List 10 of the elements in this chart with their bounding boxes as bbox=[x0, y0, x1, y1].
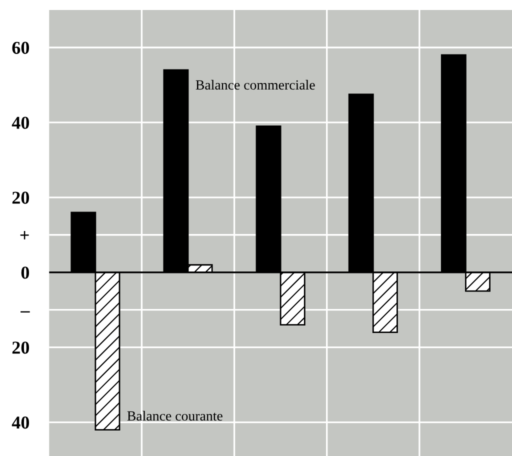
y-tick-label: 60 bbox=[12, 42, 30, 54]
y-tick-label: 0 bbox=[21, 266, 30, 279]
y-tick-label: 40 bbox=[12, 116, 30, 129]
y-tick-label: – bbox=[20, 311, 30, 313]
y-tick-label: + bbox=[20, 230, 29, 240]
y-tick-label: 20 bbox=[12, 342, 30, 354]
series-label: Balance commerciale bbox=[196, 80, 315, 90]
y-tick-label: 40 bbox=[12, 416, 30, 429]
series-label: Balance courante bbox=[127, 410, 222, 421]
y-tick-label: 20 bbox=[12, 192, 30, 204]
